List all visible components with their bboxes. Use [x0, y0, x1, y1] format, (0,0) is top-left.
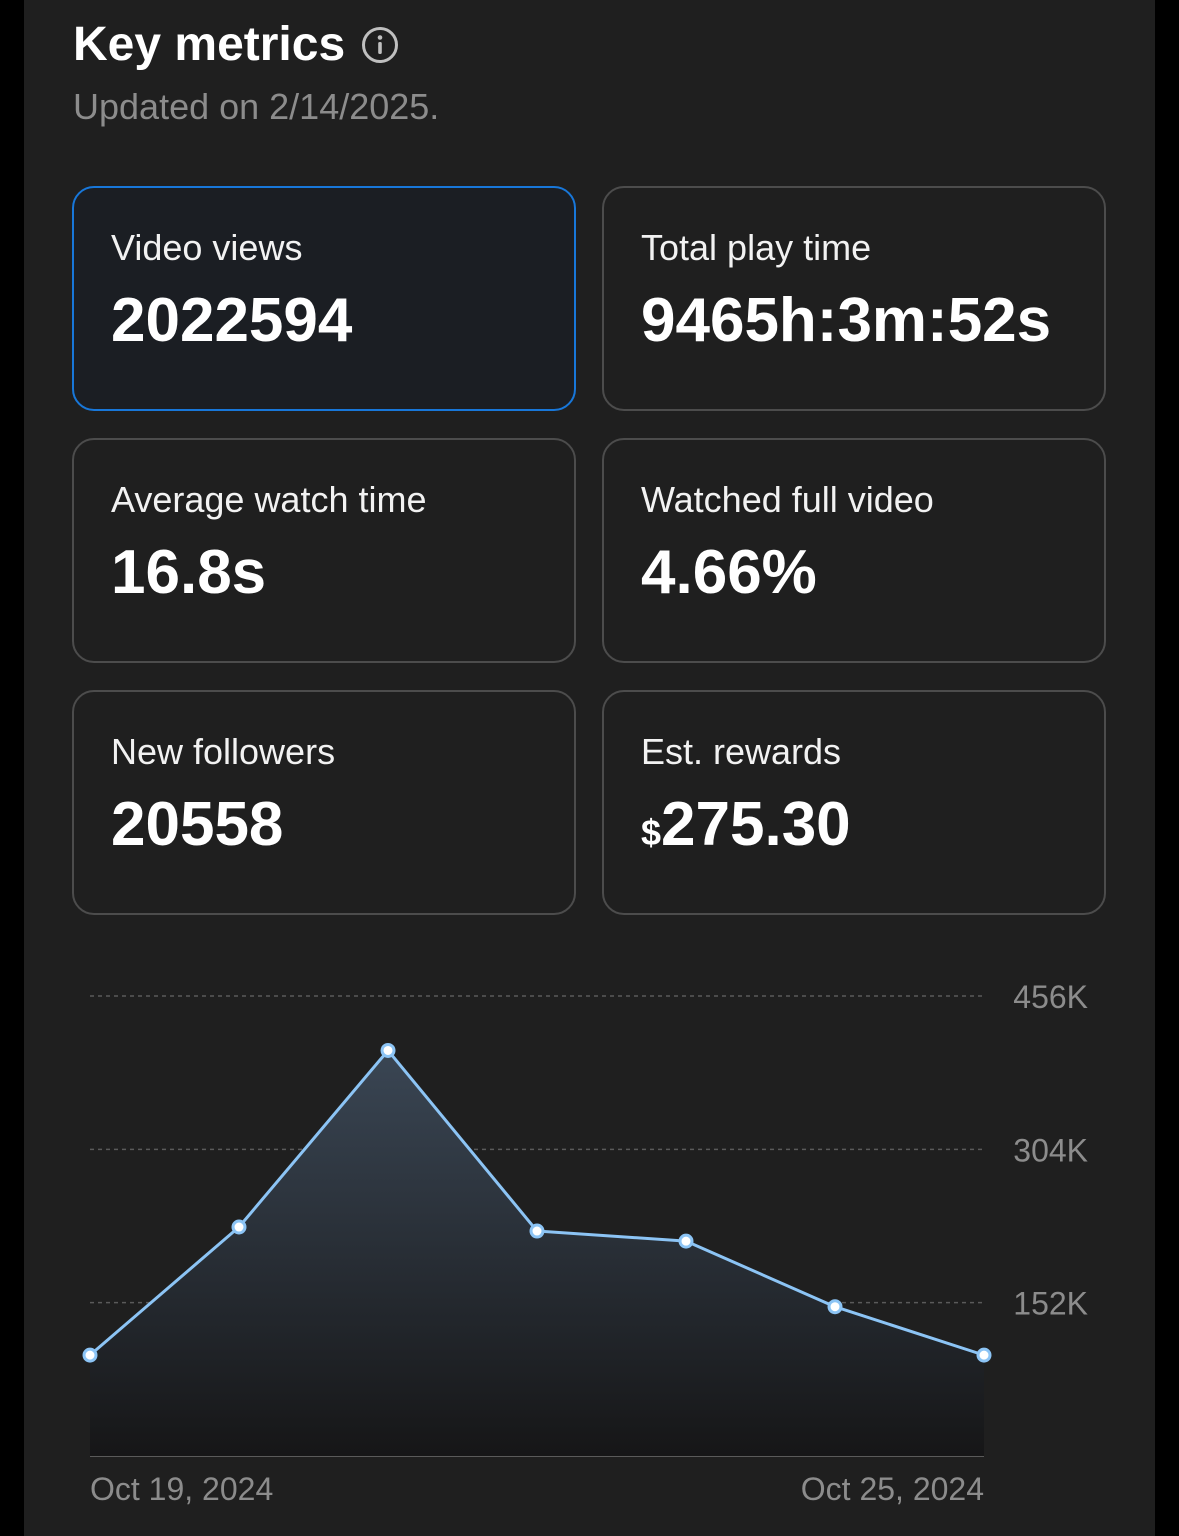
- metric-label: Average watch time: [111, 479, 427, 520]
- metric-value: 16.8s: [111, 538, 267, 607]
- currency-symbol: $: [641, 812, 662, 853]
- metric-value: 2022594: [111, 286, 353, 355]
- y-tick-label: 304K: [1013, 1132, 1088, 1168]
- views-chart[interactable]: 152K 304K 456K Oct 19, 2024 Oct 25, 2024: [0, 960, 1179, 1536]
- metric-value: 4.66%: [641, 538, 817, 607]
- metric-label: Video views: [111, 227, 303, 268]
- x-tick-label: Oct 25, 2024: [801, 1471, 984, 1507]
- metric-value: 9465h:3m:52s: [641, 286, 1052, 355]
- metric-value: $275.30: [641, 790, 851, 868]
- data-point: [678, 1233, 694, 1249]
- x-tick-label: Oct 19, 2024: [90, 1471, 273, 1507]
- data-point: [231, 1219, 247, 1235]
- metric-label: New followers: [111, 731, 336, 772]
- info-circle-icon[interactable]: [361, 26, 399, 64]
- data-point: [976, 1347, 992, 1363]
- metric-label: Watched full video: [641, 479, 934, 520]
- rewards-amount: 275.30: [661, 790, 851, 859]
- data-point: [82, 1347, 98, 1363]
- metric-card-watched-full-video[interactable]: Watched full video 4.66%: [602, 438, 1106, 663]
- metric-value: 20558: [111, 790, 284, 859]
- metric-card-average-watch-time[interactable]: Average watch time 16.8s: [72, 438, 576, 663]
- area-fill: [90, 1050, 984, 1456]
- title-row: Key metrics: [73, 16, 399, 74]
- metric-card-total-play-time[interactable]: Total play time 9465h:3m:52s: [602, 186, 1106, 411]
- metric-card-new-followers[interactable]: New followers 20558: [72, 690, 576, 915]
- data-point: [529, 1223, 545, 1239]
- page-title: Key metrics: [73, 18, 346, 71]
- y-tick-label: 152K: [1013, 1286, 1088, 1322]
- metric-label: Total play time: [641, 227, 872, 268]
- metric-card-video-views[interactable]: Video views 2022594: [72, 186, 576, 411]
- metric-card-est-rewards[interactable]: Est. rewards $275.30: [602, 690, 1106, 915]
- data-point: [827, 1299, 843, 1315]
- updated-date: Updated on 2/14/2025.: [73, 86, 440, 127]
- metric-label: Est. rewards: [641, 731, 842, 772]
- y-tick-label: 456K: [1013, 979, 1088, 1015]
- data-point: [380, 1042, 396, 1058]
